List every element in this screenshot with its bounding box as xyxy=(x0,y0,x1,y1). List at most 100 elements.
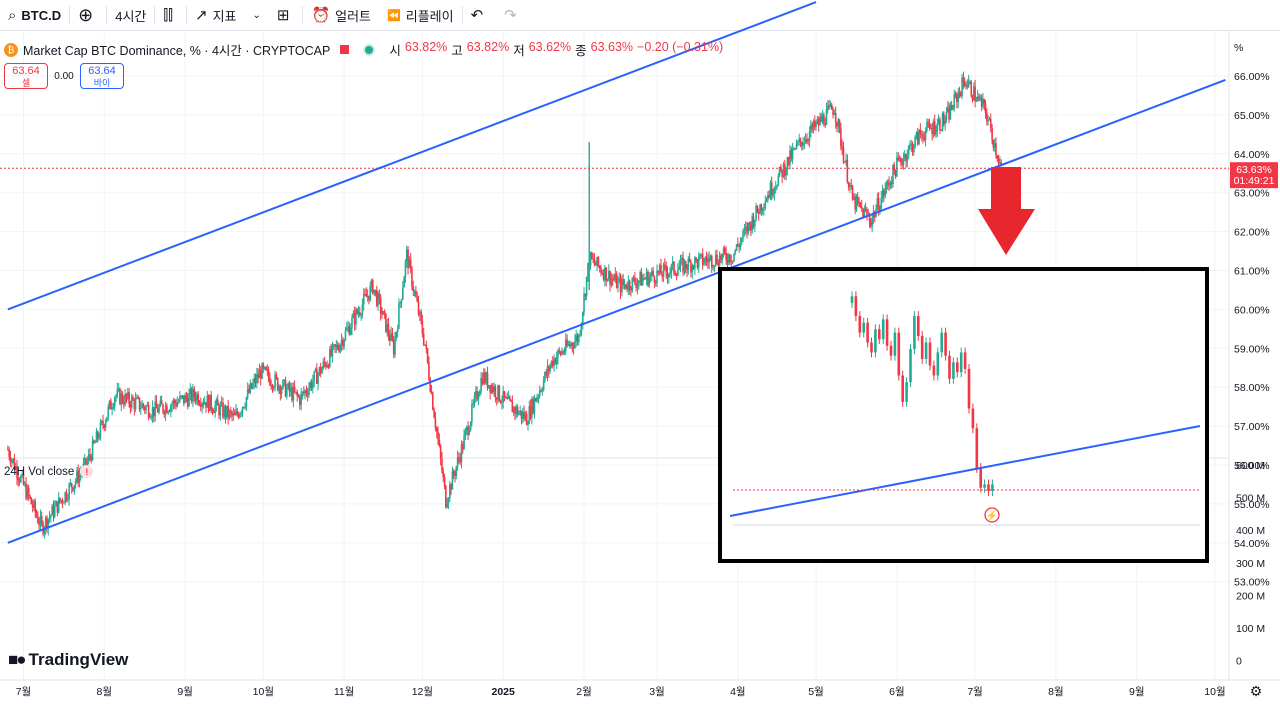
candle-body xyxy=(142,403,145,408)
candle-body xyxy=(695,257,697,260)
candle-body xyxy=(378,293,381,299)
time-axis[interactable]: 7월 8월 9월 10월 11월 12월 2025 2월 3월 4월 5월 6월 7월 8월 9월 10월 xyxy=(16,686,1226,698)
chart-type-button[interactable]: ⫿⫿ xyxy=(155,0,186,30)
tradingview-logo[interactable]: ■● TradingView xyxy=(8,650,128,670)
candle-body xyxy=(763,208,765,210)
candle-body xyxy=(219,405,222,416)
layouts-button[interactable]: ⊞ xyxy=(269,0,303,30)
candle-body xyxy=(757,212,760,215)
candle-body xyxy=(794,148,797,150)
candle-body xyxy=(95,431,98,443)
candle-body xyxy=(594,263,597,266)
candle-body xyxy=(353,313,356,325)
candle-body xyxy=(866,210,868,215)
candle-body xyxy=(141,403,143,409)
candle-body xyxy=(345,328,348,331)
market-status-icon[interactable] xyxy=(363,43,376,56)
candle-body xyxy=(310,382,313,389)
channel-line[interactable] xyxy=(7,1,817,311)
high-label: 고 xyxy=(451,44,463,58)
candle-body xyxy=(338,348,340,352)
series-title[interactable]: Market Cap BTC Dominance, % · 4시간 · CRYP… xyxy=(23,44,331,58)
candle-body xyxy=(323,361,326,364)
candle-body xyxy=(814,120,816,127)
candle-body xyxy=(295,391,297,393)
volume-axis[interactable]: 600 M 500 M 400 M 300 M 200 M 100 M 0 xyxy=(1236,460,1265,668)
candle-body xyxy=(110,400,112,410)
candle-body xyxy=(946,107,949,112)
candle-body xyxy=(883,190,885,196)
redo-button[interactable]: ↷ xyxy=(496,0,530,30)
candle-body xyxy=(132,397,134,401)
candle-body xyxy=(755,205,757,220)
candle-body xyxy=(424,344,426,346)
candle-body xyxy=(305,390,308,394)
candle-body xyxy=(137,397,139,399)
inset-candle-body xyxy=(928,342,932,366)
buy-button[interactable]: 63.64 바이 xyxy=(80,63,124,89)
candle-body xyxy=(765,199,768,202)
candle-body xyxy=(768,195,770,198)
interval-button[interactable]: 4시간 xyxy=(107,0,154,30)
candle-body xyxy=(330,349,332,356)
candle-body xyxy=(66,499,69,501)
compare-button[interactable]: ⊕ xyxy=(70,0,106,30)
symbol-search[interactable]: ⌕ BTC.D xyxy=(0,0,69,30)
volume-pane-legend[interactable]: 24H Vol close ! xyxy=(4,465,94,478)
candle-body xyxy=(830,104,833,110)
candle-body xyxy=(613,279,615,281)
candle-body xyxy=(121,393,124,403)
candle-body xyxy=(235,410,237,416)
candle-body xyxy=(248,389,250,393)
candle-body xyxy=(356,309,358,314)
candle-body xyxy=(838,119,841,129)
candle-body xyxy=(648,277,650,286)
candle-body xyxy=(989,118,992,128)
price-tick-label: 61.00% xyxy=(1234,266,1270,278)
candle-body xyxy=(78,474,81,483)
candle-body xyxy=(381,313,383,315)
candle-body xyxy=(610,278,613,285)
candle-body xyxy=(975,100,978,102)
candle-body xyxy=(35,512,38,517)
replay-button[interactable]: ⏪ 리플레이 xyxy=(379,0,462,30)
sell-button[interactable]: 63.64 셀 xyxy=(4,63,48,89)
candle-body xyxy=(782,163,785,177)
candle-body xyxy=(138,397,141,410)
candle-body xyxy=(375,290,378,306)
candle-body xyxy=(56,501,59,513)
candle-body xyxy=(398,303,400,329)
candle-body xyxy=(678,266,681,270)
indicators-dropdown[interactable]: ⌄ xyxy=(244,0,268,30)
candle-body xyxy=(211,409,214,412)
candle-body xyxy=(576,335,579,342)
candle-body xyxy=(329,349,331,368)
warning-icon[interactable]: ! xyxy=(80,465,94,478)
candle-body xyxy=(987,120,989,122)
candle-body xyxy=(460,444,463,463)
price-tick-label: 64.00% xyxy=(1234,149,1270,161)
flag-icon[interactable] xyxy=(340,45,350,54)
candle-body xyxy=(911,143,914,153)
candle-body xyxy=(301,391,304,394)
alert-button[interactable]: ⏰ 얼러트 xyxy=(303,0,379,30)
time-tick-label: 7월 xyxy=(967,686,983,698)
undo-button[interactable]: ↶ xyxy=(463,0,497,30)
candle-body xyxy=(291,387,293,401)
candle-body xyxy=(529,406,532,418)
indicators-button[interactable]: ↗ 지표 xyxy=(187,0,245,30)
candle-body xyxy=(89,454,91,457)
channel-lines[interactable] xyxy=(7,1,1226,544)
candle-body xyxy=(544,372,546,381)
candle-body xyxy=(276,377,279,391)
candle-body xyxy=(485,372,488,383)
candle-body xyxy=(99,422,102,438)
time-tick-label: 12월 xyxy=(412,686,433,698)
time-tick-label: 11월 xyxy=(334,686,355,698)
candle-body xyxy=(43,528,46,534)
candle-body xyxy=(407,249,409,269)
channel-line[interactable] xyxy=(7,78,1226,544)
price-axis[interactable]: 66.00% 65.00% 64.00% 63.00% 62.00% 61.00% 60.0… xyxy=(1234,71,1270,589)
gear-icon[interactable]: ⚙ xyxy=(1250,683,1263,699)
